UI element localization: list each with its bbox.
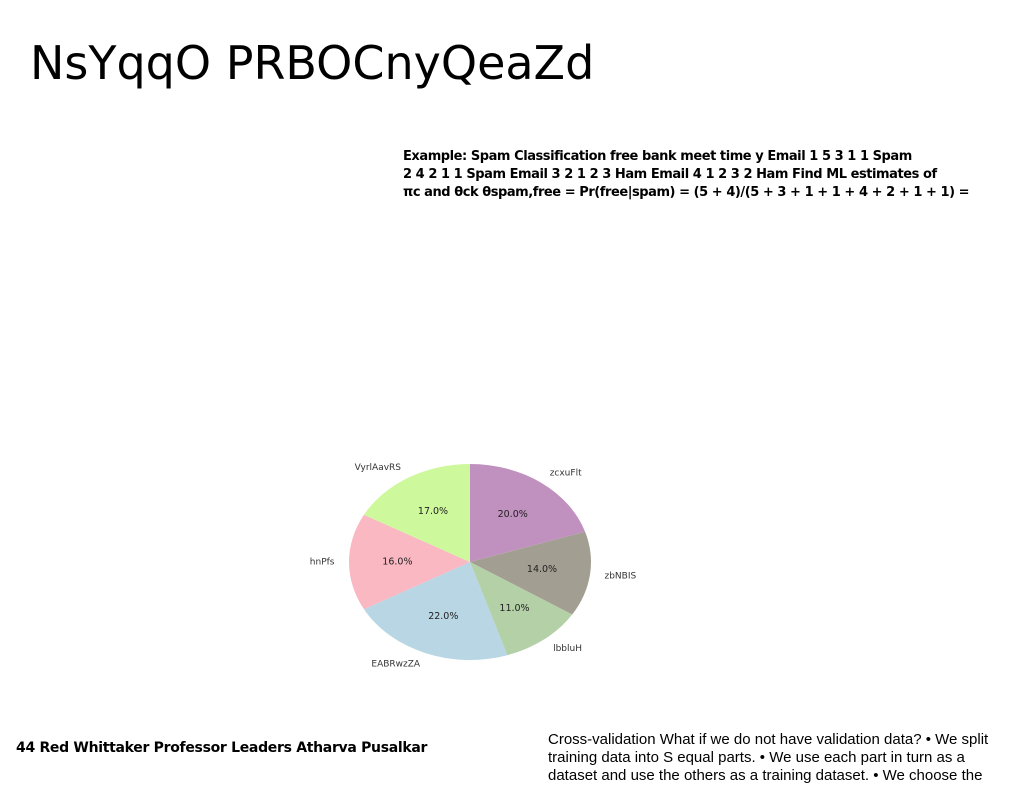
pie-percent-label: 16.0% bbox=[382, 557, 412, 568]
pie-percent-labels: 20.0% 14.0% 11.0% 22.0% 16.0% 17.0% bbox=[382, 506, 557, 622]
notes-line: training data into S equal parts. • We u… bbox=[548, 749, 965, 766]
pie-slice-EABRwzZA bbox=[363, 562, 508, 660]
example-line: πc and θck θspam,free = Pr(free|spam) = … bbox=[403, 185, 970, 200]
example-text: Example: Spam Classification free bank m… bbox=[403, 148, 1021, 202]
pie-category-label: zcxuFlt bbox=[550, 469, 582, 479]
pie-category-label: VyrlAavRS bbox=[355, 463, 402, 473]
pie-percent-label: 17.0% bbox=[418, 506, 448, 517]
pie-category-labels: zcxuFlt zbNBIS lbbluH EABRwzZA hnPfs VyrlAavR… bbox=[310, 463, 637, 670]
pie-category-label: EABRwzZA bbox=[371, 660, 421, 670]
pie-slice-hnPfs bbox=[349, 514, 470, 610]
pie-category-label: hnPfs bbox=[310, 558, 335, 568]
pie-slice-zcxuFlt bbox=[470, 464, 586, 562]
pie-percent-label: 22.0% bbox=[428, 611, 458, 622]
pie-percent-label: 11.0% bbox=[499, 603, 529, 614]
footer-caption: 44 Red Whittaker Professor Leaders Athar… bbox=[16, 740, 428, 756]
notes-text: Cross-validation What if we do not have … bbox=[548, 731, 1024, 788]
pie-category-label: zbNBIS bbox=[605, 571, 637, 581]
pie-slice-zbNBIS bbox=[470, 531, 591, 615]
pie-slice-lbbluH bbox=[470, 562, 573, 656]
notes-line: Cross-validation What if we do not have … bbox=[548, 731, 989, 748]
pie-percent-label: 14.0% bbox=[527, 564, 557, 575]
notes-line: dataset and use the others as a training… bbox=[548, 767, 983, 784]
slide-title: NsYqqO PRBOCnyQeaZd bbox=[30, 36, 595, 90]
example-line: 2 4 2 1 1 Spam Email 3 2 1 2 3 Ham Email… bbox=[403, 167, 937, 182]
pie-slice-VyrlAavRS bbox=[363, 464, 470, 562]
example-line: Example: Spam Classification free bank m… bbox=[403, 149, 912, 164]
pie-chart: 20.0% 14.0% 11.0% 22.0% 16.0% 17.0% zcxuFlt zb… bbox=[310, 463, 637, 670]
pie-category-label: lbbluH bbox=[553, 644, 582, 654]
pie-slices bbox=[349, 464, 591, 660]
pie-percent-label: 20.0% bbox=[498, 509, 528, 520]
